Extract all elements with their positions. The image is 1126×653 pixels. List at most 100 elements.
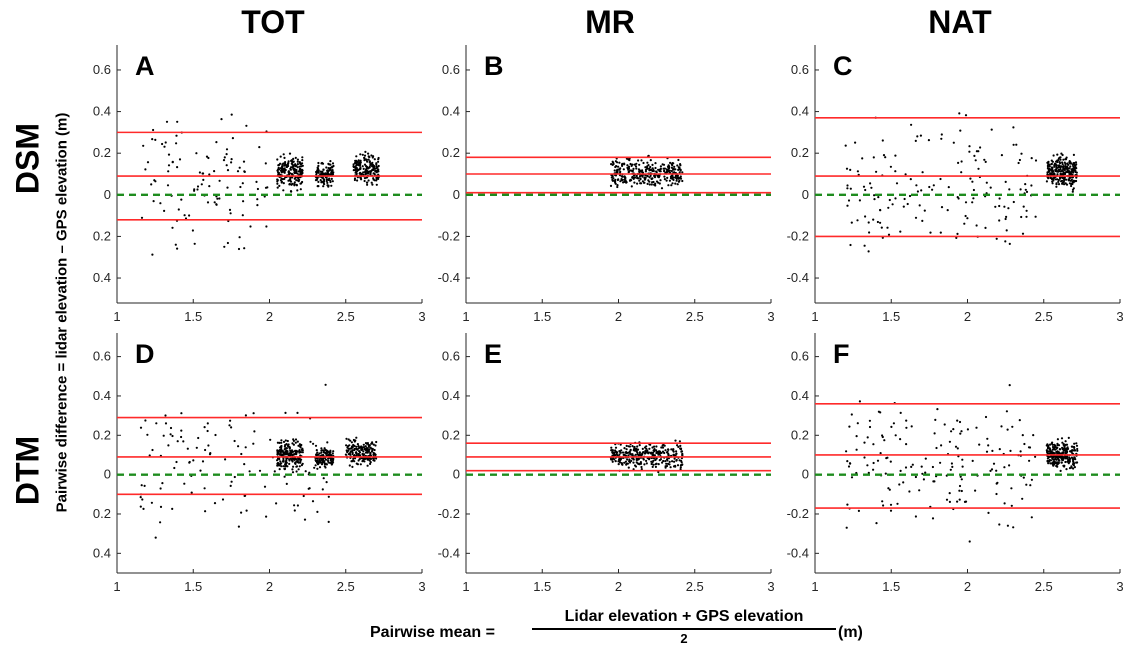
panel-a-data-point [329, 167, 332, 170]
panel-a-data-point [225, 153, 228, 156]
panel-f-data-point [961, 458, 964, 461]
panel-a-data-point [276, 182, 279, 185]
panel-d-data-point [279, 453, 282, 456]
panel-a-data-point [315, 178, 318, 181]
panel-f-data-point [989, 469, 992, 472]
panel-d-data-point [244, 494, 247, 497]
panel-f-data-point [1056, 451, 1059, 454]
panel-e-data-point [611, 460, 614, 463]
panel-c-x-tick-label: 3 [1116, 309, 1123, 324]
panel-d-data-point [203, 426, 206, 429]
panel-c-data-point [1050, 163, 1053, 166]
column-header-mr: MR [585, 4, 635, 40]
panel-e-data-point [626, 458, 629, 461]
panel-d-data-point [351, 465, 354, 468]
panel-c-data-point [1003, 205, 1006, 208]
panel-b-data-point [627, 168, 630, 171]
panel-b-data-point [638, 163, 641, 166]
panel-d-data-point [322, 451, 325, 454]
panel-f-data-point [1060, 437, 1064, 440]
panel-d-data-point [328, 453, 331, 457]
panel-f-data-point [987, 511, 990, 514]
panel-b-data-point [665, 179, 668, 182]
panel-d-data-point [315, 449, 318, 452]
panel-e-data-point [674, 439, 677, 442]
panel-b-data-point [666, 176, 669, 179]
panel-e-data-point [650, 462, 653, 466]
panel-c-data-point [989, 186, 992, 189]
panel-d-data-point [146, 433, 149, 436]
panel-b-data-point [678, 171, 681, 174]
panel-a-data-point [295, 168, 298, 172]
panel-f-data-point [872, 461, 875, 465]
panel-a-data-point [223, 156, 226, 159]
panel-a-data-point [375, 183, 378, 186]
panel-d-data-point [357, 459, 360, 462]
panel-c-data-point [1052, 154, 1055, 157]
panel-f-data-point [1051, 448, 1054, 451]
panel-c-data-point [928, 185, 931, 189]
panel-a-data-point [291, 163, 294, 166]
panel-c-data-point [959, 129, 962, 132]
panel-f-data-point [950, 462, 954, 465]
panel-e-data-point [664, 449, 667, 452]
panel-b-data-point [659, 167, 663, 170]
panel-f-data-point [1064, 460, 1067, 464]
panel-d-data-point [296, 450, 299, 453]
panel-d-data-point [265, 515, 268, 518]
panel-d-data-point [312, 442, 315, 445]
panel-b-data-point [647, 164, 650, 167]
panel-f-x-tick-label: 2 [964, 579, 971, 594]
panel-d-data-point [290, 451, 294, 454]
panel-a-data-point [359, 171, 362, 174]
panel-c-data-point [886, 226, 889, 229]
panel-d-data-point [300, 464, 303, 467]
panel-c-data-point [908, 194, 912, 198]
panel-b-data-point [619, 167, 622, 170]
panel-a-data-point [195, 152, 198, 155]
panel-f-data-point [984, 415, 988, 419]
panel-a-data-point [178, 158, 182, 161]
panel-d-data-point [199, 469, 202, 472]
panel-f-data-point [1009, 449, 1012, 452]
panel-f-data-point [1060, 461, 1063, 464]
panel-e-y-tick-label: 0.2 [442, 427, 460, 442]
panel-f-y-tick-label: 0.6 [791, 349, 809, 364]
panel-e-data-point [678, 459, 681, 462]
panel-a-data-point [297, 180, 300, 183]
panel-a-data-point [319, 179, 322, 182]
panel-d-data-point [323, 463, 326, 466]
panel-f-data-point [990, 468, 994, 471]
panel-d-data-point [297, 468, 300, 471]
panel-a-data-point [237, 247, 241, 251]
panel-d-data-point [354, 457, 357, 460]
panel-e-data-point [645, 459, 648, 462]
panel-e-data-point [645, 462, 648, 465]
panel-d-data-point [276, 457, 280, 460]
panel-f-data-point [876, 459, 880, 462]
panel-a-data-point [175, 142, 178, 145]
panel-a-data-point [282, 182, 285, 185]
panel-d-data-point [283, 448, 286, 451]
panel-e-data-point [658, 459, 661, 462]
panel-f-y-tick-label: -0.4 [787, 545, 809, 560]
panel-e-data-point [629, 449, 632, 452]
panel-f-data-point [992, 462, 996, 465]
panel-f-data-point [1010, 487, 1013, 490]
panel-a-data-point [290, 190, 293, 193]
panel-a-data-point [364, 173, 367, 176]
panel-e-x-tick-label: 3 [767, 579, 774, 594]
panel-b-data-point [677, 180, 681, 183]
panel-e-label: E [484, 339, 502, 369]
panel-c-data-point [1061, 161, 1064, 164]
panel-c-data-point [940, 206, 944, 209]
panel-f-data-point [931, 465, 935, 469]
panel-d-data-point [224, 458, 227, 461]
panel-d-data-point [362, 457, 366, 460]
panel-d-data-point [345, 449, 348, 452]
panel-c-data-point [844, 144, 847, 147]
panel-a-data-point [316, 170, 320, 173]
panel-e-data-point [676, 444, 679, 447]
panel-d-data-point [332, 457, 335, 460]
panel-a-data-point [230, 113, 233, 116]
